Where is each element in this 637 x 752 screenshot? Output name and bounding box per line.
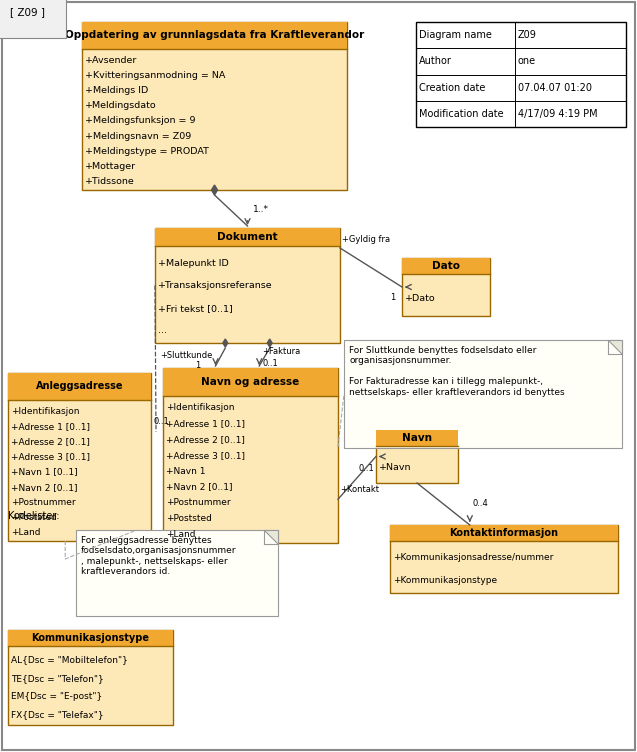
- Text: +Meldingstype = PRODAT: +Meldingstype = PRODAT: [85, 147, 209, 156]
- Text: Author: Author: [419, 56, 452, 66]
- Bar: [155, 228, 340, 343]
- Text: Dato: Dato: [432, 261, 460, 271]
- Text: +Fri tekst [0..1]: +Fri tekst [0..1]: [158, 304, 233, 313]
- Text: +Adresse 1 [0..1]: +Adresse 1 [0..1]: [166, 419, 245, 428]
- Text: +Adresse 1 [0..1]: +Adresse 1 [0..1]: [11, 422, 90, 431]
- Text: 1: 1: [196, 360, 201, 369]
- Text: 1..*: 1..*: [252, 205, 269, 214]
- Bar: [163, 368, 338, 396]
- Text: +Tidssone: +Tidssone: [85, 177, 135, 186]
- Text: 0..1: 0..1: [154, 417, 169, 426]
- Bar: [416, 22, 626, 127]
- Text: +Identifikasjon: +Identifikasjon: [11, 407, 80, 416]
- Text: AL{Dsc = "Mobiltelefon"}: AL{Dsc = "Mobiltelefon"}: [11, 655, 128, 664]
- Text: Navn og adresse: Navn og adresse: [201, 377, 299, 387]
- Bar: [390, 525, 618, 541]
- Text: 07.04.07 01:20: 07.04.07 01:20: [518, 83, 592, 92]
- Polygon shape: [608, 340, 622, 354]
- Text: +Gyldig fra: +Gyldig fra: [342, 235, 390, 244]
- Text: +Meldings ID: +Meldings ID: [85, 86, 148, 95]
- Bar: [390, 525, 618, 593]
- Text: Creation date: Creation date: [419, 83, 485, 92]
- Text: FX{Dsc = "Telefax"}: FX{Dsc = "Telefax"}: [11, 711, 104, 720]
- Bar: [376, 430, 458, 446]
- Polygon shape: [211, 185, 217, 195]
- Bar: [155, 228, 340, 247]
- Text: +Meldingsnavn = Z09: +Meldingsnavn = Z09: [85, 132, 191, 141]
- Bar: [8, 630, 173, 646]
- Text: 0..1: 0..1: [262, 359, 278, 368]
- Text: Kontaktinformasjon: Kontaktinformasjon: [450, 528, 559, 538]
- Text: one: one: [518, 56, 536, 66]
- Text: +Adresse 3 [0..1]: +Adresse 3 [0..1]: [11, 452, 90, 461]
- Bar: [344, 340, 622, 448]
- Text: +Avsender: +Avsender: [85, 56, 138, 65]
- Polygon shape: [223, 339, 227, 347]
- Text: 0..1: 0..1: [358, 464, 374, 473]
- Text: +Dato: +Dato: [405, 294, 436, 303]
- Text: ...: ...: [158, 326, 167, 335]
- Text: EM{Dsc = "E-post"}: EM{Dsc = "E-post"}: [11, 692, 103, 701]
- Bar: [163, 368, 338, 543]
- Text: +Land: +Land: [166, 530, 196, 538]
- Text: Modification date: Modification date: [419, 109, 504, 119]
- Text: +Kommunikasjonstype: +Kommunikasjonstype: [393, 576, 497, 585]
- Text: Oppdatering av grunnlagsdata fra Kraftleverandor: Oppdatering av grunnlagsdata fra Kraftle…: [65, 30, 364, 41]
- Text: +Meldingsfunksjon = 9: +Meldingsfunksjon = 9: [85, 117, 196, 126]
- Text: Anleggsadresse: Anleggsadresse: [36, 381, 123, 392]
- Polygon shape: [264, 530, 278, 544]
- Text: +Meldingsdato: +Meldingsdato: [85, 102, 157, 111]
- Text: +Kvitteringsanmodning = NA: +Kvitteringsanmodning = NA: [85, 71, 225, 80]
- Text: +Navn 1 [0..1]: +Navn 1 [0..1]: [11, 468, 78, 477]
- Text: +Sluttkunde: +Sluttkunde: [161, 350, 213, 359]
- Text: Kodelister:: Kodelister:: [8, 511, 59, 521]
- Text: +Postnummer: +Postnummer: [11, 498, 76, 507]
- Bar: [76, 530, 278, 616]
- Text: +Mottager: +Mottager: [85, 162, 136, 171]
- Text: +Adresse 3 [0..1]: +Adresse 3 [0..1]: [166, 450, 245, 459]
- Bar: [82, 22, 347, 190]
- Text: TE{Dsc = "Telefon"}: TE{Dsc = "Telefon"}: [11, 674, 104, 683]
- Text: +Poststed: +Poststed: [166, 514, 212, 523]
- Text: +Navn 1: +Navn 1: [166, 466, 206, 475]
- Polygon shape: [268, 339, 272, 347]
- Text: +Land: +Land: [11, 528, 41, 537]
- Text: +Navn: +Navn: [379, 462, 412, 472]
- Text: 0..4: 0..4: [473, 499, 489, 508]
- Text: +Malepunkt ID: +Malepunkt ID: [158, 259, 229, 268]
- Text: +Identifikasjon: +Identifikasjon: [166, 403, 234, 412]
- Bar: [8, 373, 151, 541]
- Bar: [8, 373, 151, 400]
- Text: Diagram name: Diagram name: [419, 30, 492, 40]
- Bar: [376, 430, 458, 483]
- Text: +Faktura: +Faktura: [262, 347, 301, 356]
- Text: [ Z09 ]: [ Z09 ]: [10, 7, 45, 17]
- Text: Dokument: Dokument: [217, 232, 278, 242]
- Text: +Kontakt: +Kontakt: [340, 485, 379, 494]
- Text: For anleggsadresse benyttes
fodselsdato,organisasjonsnummer
, malepunkt-, nettse: For anleggsadresse benyttes fodselsdato,…: [81, 536, 236, 576]
- Text: Navn: Navn: [402, 433, 432, 443]
- Text: Kommunikasjonstype: Kommunikasjonstype: [31, 633, 150, 643]
- Text: +Adresse 2 [0..1]: +Adresse 2 [0..1]: [166, 435, 245, 444]
- Text: +Transaksjonsreferanse: +Transaksjonsreferanse: [158, 281, 273, 290]
- Bar: [402, 258, 490, 316]
- Text: +Postnummer: +Postnummer: [166, 498, 231, 507]
- Text: +Poststed: +Poststed: [11, 513, 57, 522]
- Text: For Sluttkunde benyttes fodselsdato eller
organisasjonsnummer.

For Fakturadress: For Sluttkunde benyttes fodselsdato elle…: [349, 346, 564, 396]
- Text: +Navn 2 [0..1]: +Navn 2 [0..1]: [166, 482, 233, 491]
- Text: 4/17/09 4:19 PM: 4/17/09 4:19 PM: [518, 109, 598, 119]
- Text: 1: 1: [390, 293, 395, 302]
- Text: +Kommunikasjonsadresse/nummer: +Kommunikasjonsadresse/nummer: [393, 553, 554, 562]
- Text: +Navn 2 [0..1]: +Navn 2 [0..1]: [11, 483, 78, 492]
- Text: Z09: Z09: [518, 30, 536, 40]
- Text: +Adresse 2 [0..1]: +Adresse 2 [0..1]: [11, 437, 90, 446]
- Bar: [402, 258, 490, 274]
- Bar: [8, 630, 173, 725]
- Bar: [82, 22, 347, 49]
